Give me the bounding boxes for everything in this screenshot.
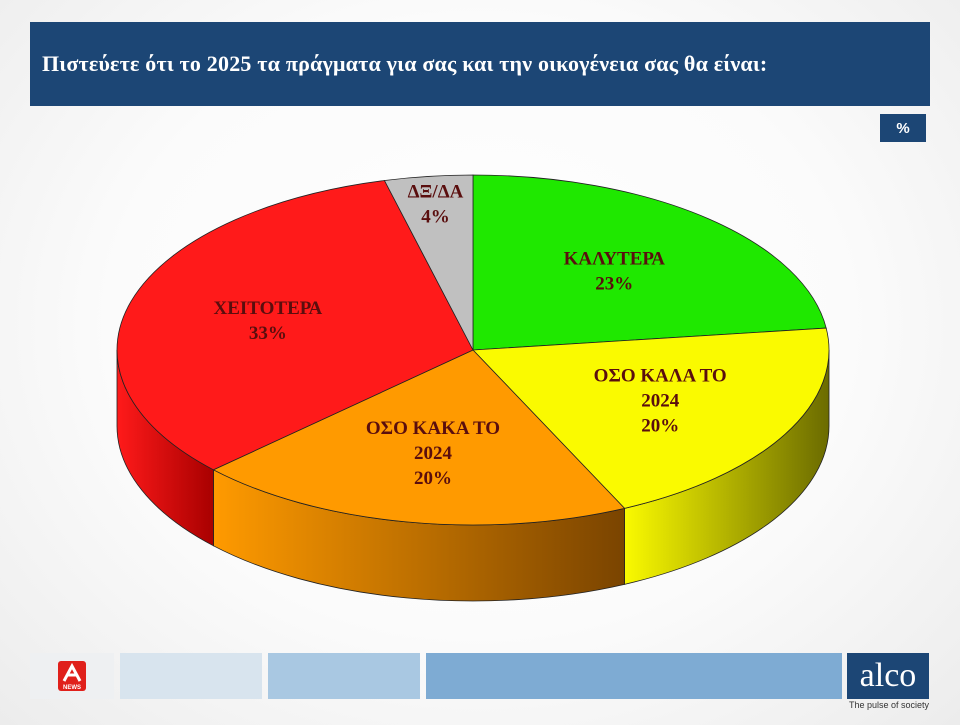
pie-labels: ΚΑΛΥΤΕΡΑ 23%ΟΣΟ ΚΑΛΑ ΤΟ 2024 20%ΟΣΟ ΚΑΚΑ ΤΟ… [214, 182, 727, 489]
slice-value-4: 4% [421, 207, 450, 228]
page-title: Πιστεύετε ότι το 2025 τα πράγματα για σα… [42, 51, 768, 76]
slice-name-2: 2024 [414, 443, 453, 464]
slice-name-1: 2024 [641, 391, 680, 412]
header-bar: Πιστεύετε ότι το 2025 τα πράγματα για σα… [30, 22, 930, 106]
slice-label-1: ΟΣΟ ΚΑΛΑ ΤΟ 2024 20% [594, 366, 727, 437]
slice-value-0: 23% [595, 274, 633, 295]
slice-label-2: ΟΣΟ ΚΑΚΑ ΤΟ 2024 20% [366, 418, 500, 489]
pie-slice-1 [472, 327, 830, 509]
slice-name-2: ΟΣΟ ΚΑΚΑ ΤΟ [366, 418, 500, 439]
footer-stripe-1 [120, 653, 262, 699]
slice-label-3: ΧΕΙΤΟΤΕΡΑ 33% [214, 298, 323, 344]
alco-logo: alco [847, 653, 929, 699]
news-logo: NEWS [30, 653, 114, 699]
pie-slice-4 [383, 174, 474, 351]
footer-stripe-3 [426, 653, 842, 699]
slice-name-1: ΟΣΟ ΚΑΛΑ ΤΟ [594, 366, 727, 387]
unit-badge: % [880, 114, 926, 142]
pie-slice-2 [212, 349, 626, 526]
pie-slices [116, 174, 830, 526]
pie-slice-0 [472, 174, 827, 351]
slice-label-4: ΔΞ/ΔΑ 4% [408, 182, 464, 228]
slice-name-3: ΧΕΙΤΟΤΕΡΑ [214, 298, 323, 319]
slice-value-3: 33% [249, 323, 287, 344]
slice-name-0: ΚΑΛΥΤΕΡΑ [564, 249, 666, 270]
slice-value-1: 20% [641, 416, 679, 437]
pie-slice-3 [116, 180, 474, 471]
alco-tagline: The pulse of society [848, 700, 930, 710]
alpha-news-logo-icon: NEWS [58, 661, 86, 691]
slice-label-0: ΚΑΛΥΤΕΡΑ 23% [564, 249, 666, 295]
news-logo-text: NEWS [63, 685, 81, 691]
slice-name-4: ΔΞ/ΔΑ [408, 182, 464, 203]
slice-value-2: 20% [414, 468, 452, 489]
footer-stripe-2 [268, 653, 420, 699]
